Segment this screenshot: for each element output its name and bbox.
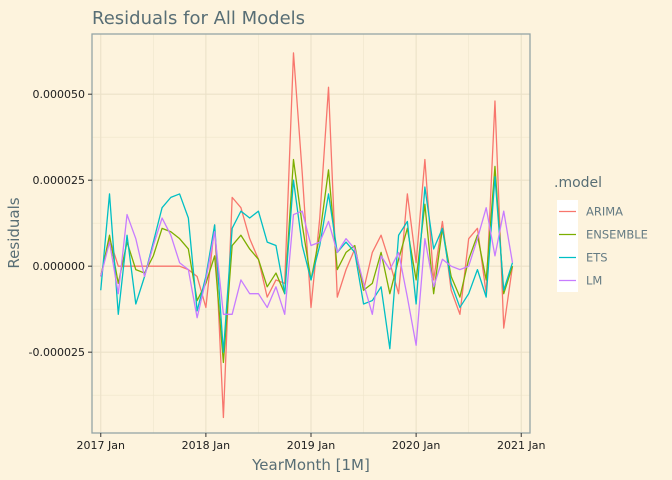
y-tick-label: 0.000025 bbox=[33, 174, 86, 187]
series-line-lm bbox=[100, 207, 514, 346]
y-tick-label: 0.000050 bbox=[33, 88, 86, 101]
legend-title: .model bbox=[554, 175, 602, 191]
legend-label-ets: ETS bbox=[586, 251, 608, 265]
y-tick-label: 0.000000 bbox=[33, 260, 86, 273]
chart-title: Residuals for All Models bbox=[92, 8, 305, 29]
x-tick-label: 2021 Jan bbox=[497, 439, 545, 452]
legend-label-ensemble: ENSEMBLE bbox=[586, 228, 648, 242]
legend-label-arima: ARIMA bbox=[586, 205, 623, 219]
x-tick-label: 2017 Jan bbox=[77, 439, 125, 452]
axes: 2017 Jan 2018 Jan 2019 Jan 2020 Jan 2021 Jan… bbox=[29, 33, 545, 452]
legend-label-lm: LM bbox=[586, 274, 602, 288]
x-axis-title: YearMonth [1M] bbox=[251, 456, 370, 474]
series-lines bbox=[100, 52, 514, 419]
y-tick-label: -0.000025 bbox=[29, 346, 85, 359]
x-tick-label: 2019 Jan bbox=[287, 439, 335, 452]
y-axis-title: Residuals bbox=[5, 197, 23, 268]
legend: .model ARIMA ENSEMBLE ETS LM bbox=[554, 175, 648, 292]
x-tick-label: 2018 Jan bbox=[182, 439, 230, 452]
x-tick-label: 2020 Jan bbox=[392, 439, 440, 452]
legend-items: ARIMA ENSEMBLE ETS LM bbox=[557, 200, 648, 292]
series-line-ets bbox=[100, 176, 514, 353]
